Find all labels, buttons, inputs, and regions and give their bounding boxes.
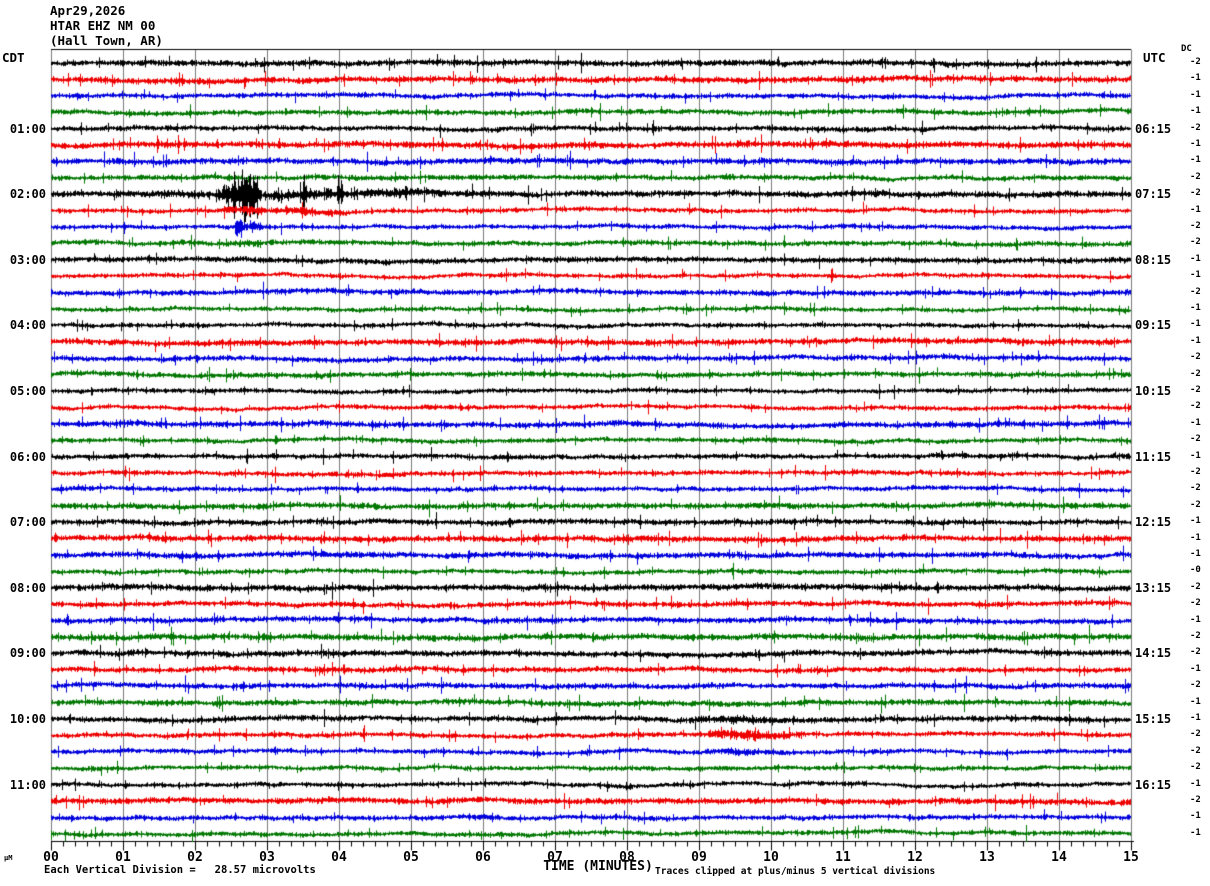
dc-offset-value: -1 (1190, 335, 1201, 346)
dc-offset-value: -1 (1190, 549, 1201, 559)
utc-hour-label: 07:15 (1135, 187, 1172, 202)
dc-offset-value: -2 (1190, 483, 1201, 494)
dc-offset-value: -2 (1190, 745, 1201, 756)
dc-offset-value: -1 (1190, 778, 1201, 789)
dc-offset-value: -2 (1190, 762, 1201, 773)
dc-offset-value: -2 (1190, 729, 1201, 740)
header-location: (Hall Town, AR) (50, 33, 163, 48)
dc-offset-value: -2 (1190, 237, 1201, 248)
utc-hour-label: 08:15 (1135, 252, 1172, 267)
x-axis-title: TIME (MINUTES) (543, 859, 653, 874)
utc-hour-label: 09:15 (1135, 318, 1172, 333)
dc-offset-value: -2 (1190, 631, 1201, 641)
dc-offset-value: -0 (1190, 565, 1201, 576)
dc-offset-value: -2 (1190, 286, 1201, 297)
x-axis-tick-label: 00 (43, 850, 59, 865)
utc-hour-label: 10:15 (1135, 384, 1172, 398)
utc-hour-label: 12:15 (1135, 515, 1172, 530)
dc-offset-value: -1 (1190, 516, 1201, 527)
dc-offset-value: -2 (1190, 598, 1201, 609)
microvolt-mark: µM (4, 854, 13, 862)
utc-hour-label: 14:15 (1135, 646, 1172, 661)
x-axis-tick-label: 07 (547, 850, 563, 865)
dc-offset-value: -2 (1190, 57, 1201, 67)
dc-offset-value: -1 (1190, 319, 1201, 330)
x-axis-tick-label: 06 (475, 850, 491, 865)
utc-hour-label: 11:15 (1135, 449, 1172, 464)
cdt-hour-label: 02:00 (9, 187, 46, 202)
dc-offset-value: -2 (1190, 401, 1201, 412)
dc-offset-value: -2 (1190, 647, 1201, 658)
dc-offset-value: -2 (1190, 499, 1201, 510)
dc-offset-value: -1 (1190, 106, 1201, 117)
dc-offset-value: -1 (1190, 253, 1201, 264)
cdt-hour-label: 09:00 (9, 646, 46, 661)
dc-offset-value: -1 (1190, 270, 1201, 281)
x-axis-tick-label: 10 (763, 850, 779, 865)
cdt-hour-label: 07:00 (9, 515, 46, 530)
x-axis-tick-label: 03 (259, 850, 275, 865)
x-axis-tick-label: 15 (1123, 850, 1139, 865)
dc-offset-value: -1 (1190, 303, 1201, 313)
left-axis-label: CDT (2, 50, 25, 65)
x-axis-tick-label: 12 (907, 850, 923, 865)
clip-note: Traces clipped at plus/minus 5 vertical … (655, 866, 936, 877)
dc-offset-value: -1 (1190, 450, 1201, 461)
cdt-hour-label: 06:00 (9, 449, 46, 464)
x-axis-tick-label: 11 (835, 850, 851, 865)
right-axis-label: UTC (1143, 50, 1166, 65)
dc-offset-value: -2 (1190, 368, 1201, 379)
dc-offset-value: -2 (1190, 385, 1201, 395)
dc-offset-value: -1 (1190, 155, 1201, 166)
x-axis-tick-label: 08 (619, 850, 635, 865)
utc-hour-label: 16:15 (1135, 777, 1172, 792)
cdt-hour-label: 10:00 (9, 712, 46, 726)
dc-offset-value: -1 (1190, 417, 1201, 428)
dc-axis-label: DC (1181, 44, 1192, 54)
dc-offset-value: -2 (1190, 352, 1201, 363)
dc-offset-value: -2 (1190, 467, 1201, 477)
dc-offset-value: -1 (1190, 663, 1201, 674)
header-station: HTAR EHZ NM 00 (50, 18, 156, 33)
x-axis-tick-label: 01 (115, 850, 131, 865)
dc-offset-value: -2 (1190, 171, 1201, 182)
x-axis-tick-label: 09 (691, 850, 707, 865)
dc-offset-value: -2 (1190, 581, 1201, 592)
dc-offset-value: -1 (1190, 713, 1201, 723)
header-date: Apr29,2026 (50, 3, 126, 18)
dc-offset-value: -2 (1190, 680, 1201, 691)
dc-offset-value: -2 (1190, 122, 1201, 133)
dc-offset-value: -1 (1190, 532, 1201, 543)
x-axis-tick-label: 14 (1051, 850, 1067, 865)
dc-offset-value: -2 (1190, 795, 1201, 805)
dc-offset-value: -1 (1190, 696, 1201, 707)
dc-offset-value: -1 (1190, 89, 1201, 100)
x-axis-tick-label: 02 (187, 850, 203, 865)
dc-offset-value: -1 (1190, 139, 1201, 149)
dc-offset-value: -1 (1190, 811, 1201, 822)
cdt-hour-label: 08:00 (9, 580, 46, 595)
utc-hour-label: 06:15 (1135, 121, 1172, 136)
dc-offset-value: -2 (1190, 434, 1201, 445)
cdt-hour-label: 01:00 (9, 121, 46, 136)
dc-offset-value: -1 (1190, 827, 1201, 838)
dc-offset-value: -1 (1190, 614, 1201, 625)
x-axis-tick-label: 04 (331, 850, 347, 865)
cdt-hour-label: 05:00 (9, 384, 46, 398)
cdt-hour-label: 11:00 (9, 777, 46, 792)
dc-offset-value: -2 (1190, 188, 1201, 199)
x-axis-tick-label: 13 (979, 850, 995, 865)
utc-hour-label: 13:15 (1135, 580, 1172, 595)
dc-offset-value: -1 (1190, 204, 1201, 215)
dc-offset-value: -2 (1190, 221, 1201, 231)
cdt-hour-label: 03:00 (9, 252, 46, 267)
utc-hour-label: 15:15 (1135, 712, 1172, 726)
dc-offset-value: -1 (1190, 73, 1201, 84)
scale-note: Each Vertical Division = 28.57 microvolt… (44, 864, 316, 876)
x-axis-tick-label: 05 (403, 850, 419, 865)
cdt-hour-label: 04:00 (9, 318, 46, 333)
